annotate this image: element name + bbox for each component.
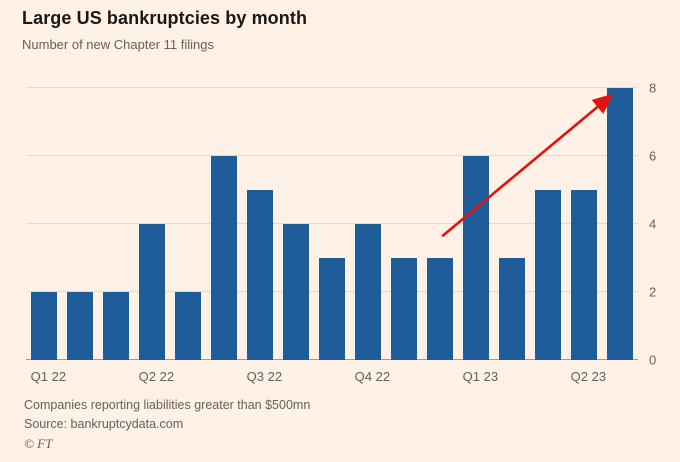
bar-slot (422, 88, 458, 360)
plot-area: 0 2 4 6 8 Q1 22 Q2 22 Q3 22 Q4 22 Q1 23 Q2 23 (26, 81, 664, 384)
bar-slot (458, 88, 494, 360)
bar (318, 258, 346, 360)
x-tick-label: Q3 22 (246, 369, 283, 384)
bar (570, 190, 598, 360)
x-tick-label: Q2 23 (570, 369, 607, 384)
chart-title: Large US bankruptcies by month (22, 8, 308, 28)
bar (66, 292, 94, 360)
bar-slot (314, 88, 350, 360)
bar-slot (62, 88, 98, 360)
bar-slot (242, 88, 278, 360)
bar-slot (98, 88, 134, 360)
bar-series (26, 88, 638, 360)
bar (498, 258, 526, 360)
y-tick-label: 8 (649, 80, 657, 96)
bar (246, 190, 274, 360)
y-tick-label: 4 (649, 216, 657, 232)
bar (138, 224, 166, 360)
bar-slot (386, 88, 422, 360)
plot (26, 87, 638, 360)
bar-slot (530, 88, 566, 360)
x-tick-label: Q2 22 (138, 369, 175, 384)
bar (606, 88, 634, 360)
bar (174, 292, 202, 360)
bar (426, 258, 454, 360)
bar-slot (134, 88, 170, 360)
x-tick-label: Q1 22 (30, 369, 67, 384)
bar-slot (26, 88, 62, 360)
bar-slot (494, 88, 530, 360)
bar (210, 156, 238, 360)
ft-copyright: © FT (24, 436, 53, 451)
bar (354, 224, 382, 360)
gridline-4 (26, 223, 638, 224)
bar (102, 292, 130, 360)
bar (30, 292, 58, 360)
bar-slot (566, 88, 602, 360)
chart-subtitle: Number of new Chapter 11 filings (22, 37, 214, 52)
bar (282, 224, 310, 360)
gridline-6 (26, 155, 638, 156)
bar-slot (350, 88, 386, 360)
x-tick-label: Q1 23 (462, 369, 499, 384)
y-axis: 0 2 4 6 8 (640, 81, 664, 368)
y-tick-label: 6 (649, 148, 657, 164)
x-tick-label: Q4 22 (354, 369, 391, 384)
bar-slot (170, 88, 206, 360)
chart-source: Source: bankruptcydata.com (24, 417, 184, 431)
bar-slot (278, 88, 314, 360)
chart-footnote: Companies reporting liabilities greater … (24, 398, 311, 412)
bar (462, 156, 490, 360)
x-axis: Q1 22 Q2 22 Q3 22 Q4 22 Q1 23 Q2 23 (26, 364, 638, 384)
y-tick-label: 0 (649, 352, 657, 368)
y-tick-label: 2 (649, 284, 657, 300)
bar (390, 258, 418, 360)
gridline-8 (26, 87, 638, 88)
bar-slot (206, 88, 242, 360)
bar-slot (602, 88, 638, 360)
bar (534, 190, 562, 360)
